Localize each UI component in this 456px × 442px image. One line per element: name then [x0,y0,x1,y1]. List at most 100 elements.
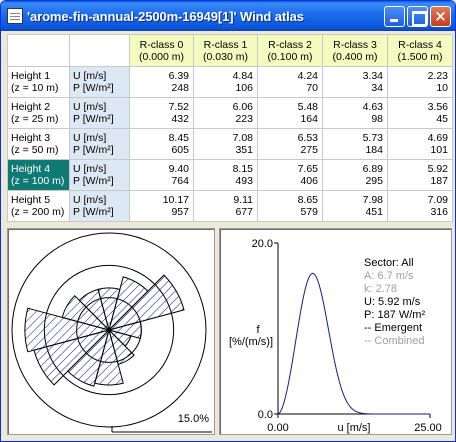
value-cell[interactable]: 7.65 406 [257,159,323,191]
height-name: Height 3 [11,132,51,144]
height-name: Height 5 [11,194,51,206]
height-label-cell[interactable]: Height 5 (z = 200 m) [7,190,70,222]
height-name: Height 2 [11,101,51,113]
table-row: Height 5 (z = 200 m) U [m/s] P [W/m²] 10.17 9… [7,190,453,222]
height-z: (z = 200 m) [11,206,65,218]
legend-emergent: -- Emergent [364,322,422,334]
value-cell[interactable]: 8.45 605 [129,128,194,160]
p-unit-label: P [W/m²] [73,113,114,125]
header-row: R-class 0 (0.000 m) R-class 1 (0.030 m) R-… [7,34,453,67]
quantity-label-cell: U [m/s] P [W/m²] [69,190,130,222]
value-cell[interactable]: 7.09 316 [387,190,453,222]
height-label-cell[interactable]: Height 2 (z = 25 m) [7,97,70,129]
height-name: Height 4 [11,163,51,175]
rclass-header[interactable]: R-class 3 (0.400 m) [322,34,388,67]
value-cell[interactable]: 5.48 164 [257,97,323,129]
u-value: 8.65 [297,194,318,206]
distribution-panel[interactable]: 20.0 0.0 0.00 25.00 u [m/s] f [%/(m/s)] … [219,228,452,435]
p-value: 45 [436,113,448,125]
p-value: 10 [436,82,448,94]
p-value: 275 [300,144,318,156]
u-value: 8.15 [232,163,253,175]
rclass-header[interactable]: R-class 2 (0.100 m) [257,34,323,67]
legend-weibull-k: k: 2.78 [364,283,397,295]
value-cell[interactable]: 9.40 764 [129,159,194,191]
height-label-cell[interactable]: Height 3 (z = 50 m) [7,128,70,160]
table-row: Height 1 (z = 10 m) U [m/s] P [W/m²] 6.39 248… [7,66,453,98]
u-value: 4.63 [362,101,383,113]
u-unit-label: U [m/s] [73,101,107,113]
u-unit-label: U [m/s] [73,163,107,175]
value-cell[interactable]: 4.24 70 [257,66,323,98]
u-value: 6.53 [297,132,318,144]
legend-sector: Sector: All [364,257,414,269]
value-cell[interactable]: 4.63 98 [322,97,388,129]
p-value: 106 [235,82,253,94]
height-z: (z = 25 m) [11,113,59,125]
u-unit-label: U [m/s] [73,70,107,82]
p-value: 295 [365,175,383,187]
u-value: 4.69 [427,132,448,144]
legend-mean-speed: U: 5.92 m/s [364,296,421,308]
p-value: 101 [430,144,448,156]
value-cell[interactable]: 6.06 223 [193,97,258,129]
value-cell[interactable]: 3.34 34 [322,66,388,98]
maximize-button[interactable] [407,6,428,27]
close-button[interactable]: × [430,6,451,27]
p-unit-label: P [W/m²] [73,175,114,187]
value-cell[interactable]: 8.65 579 [257,190,323,222]
value-cell[interactable]: 2.23 10 [387,66,453,98]
value-cell[interactable]: 5.73 184 [322,128,388,160]
p-value: 316 [430,206,448,218]
legend-combined: -- Combined [364,335,425,347]
u-value: 4.24 [297,70,318,82]
rclass-header[interactable]: R-class 1 (0.030 m) [193,34,258,67]
u-value: 9.11 [233,194,253,206]
value-cell[interactable]: 7.98 451 [322,190,388,222]
value-cell[interactable]: 7.08 351 [193,128,258,160]
value-cell[interactable]: 4.84 106 [193,66,258,98]
p-value: 493 [235,175,253,187]
u-value: 9.40 [168,163,189,175]
height-label-cell[interactable]: Height 4 (z = 100 m) [7,159,70,191]
p-value: 406 [300,175,318,187]
value-cell[interactable]: 6.53 275 [257,128,323,160]
value-cell[interactable]: 5.92 187 [387,159,453,191]
value-cell[interactable]: 7.52 432 [129,97,194,129]
height-z: (z = 10 m) [11,82,59,94]
u-value: 5.48 [297,101,318,113]
height-label-cell[interactable]: Height 1 (z = 10 m) [7,66,70,98]
title-bar[interactable]: 'arome-fin-annual-2500m-16949[1]' Wind a… [1,1,455,31]
u-value: 3.34 [362,70,383,82]
window-icon[interactable] [7,8,23,24]
rose-sector [78,288,110,332]
y-axis-label-unit: [%/(m/s)] [229,336,273,348]
p-value: 184 [365,144,383,156]
u-value: 7.08 [232,132,253,144]
u-value: 6.39 [168,70,189,82]
p-value: 164 [300,113,318,125]
wind-atlas-table: R-class 0 (0.000 m) R-class 1 (0.030 m) R-… [7,34,453,222]
value-cell[interactable]: 3.56 45 [387,97,453,129]
wind-rose-panel[interactable]: 15.0% [7,228,215,435]
p-value: 451 [365,206,383,218]
u-value: 5.92 [427,163,448,175]
value-cell[interactable]: 4.69 101 [387,128,453,160]
value-cell[interactable]: 6.89 295 [322,159,388,191]
value-cell[interactable]: 9.11 677 [193,190,258,222]
value-cell[interactable]: 8.15 493 [193,159,258,191]
rose-sector [107,320,142,340]
value-cell[interactable]: 10.17 957 [129,190,194,222]
p-value: 187 [430,175,448,187]
rose-scale-label: 15.0% [178,413,209,425]
corner-cell [69,34,130,67]
rclass-header[interactable]: R-class 4 (1.500 m) [387,34,453,67]
p-value: 605 [171,144,189,156]
window-title: 'arome-fin-annual-2500m-16949[1]' Wind a… [27,9,304,24]
value-cell[interactable]: 6.39 248 [129,66,194,98]
rclass-header[interactable]: R-class 0 (0.000 m) [129,34,194,67]
minimize-button[interactable] [384,6,405,27]
p-unit-label: P [W/m²] [73,206,114,218]
corner-cell [7,34,70,67]
x-min-label: 0.00 [267,422,288,434]
